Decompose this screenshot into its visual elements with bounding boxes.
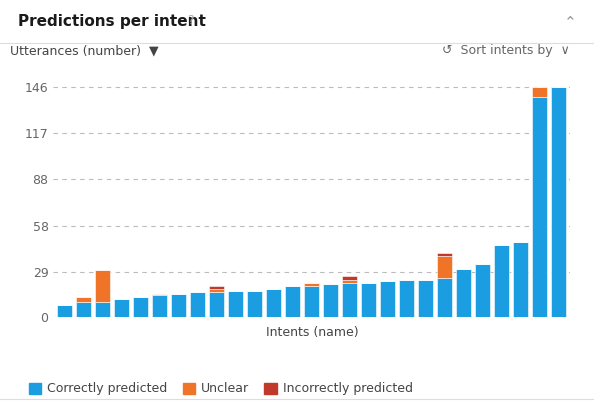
Bar <box>551 88 566 317</box>
Bar <box>96 270 110 302</box>
Bar <box>191 292 206 317</box>
Bar <box>305 286 319 317</box>
Bar <box>210 289 225 292</box>
Bar <box>475 264 490 317</box>
Bar <box>324 284 338 317</box>
Legend: Correctly predicted, Unclear, Incorrectly predicted: Correctly predicted, Unclear, Incorrectl… <box>24 377 418 400</box>
Bar <box>229 291 244 317</box>
Bar <box>267 289 282 317</box>
Text: ⌃: ⌃ <box>564 14 576 29</box>
Bar <box>532 97 547 317</box>
Bar <box>342 283 357 317</box>
Bar <box>437 278 452 317</box>
Bar <box>77 297 91 302</box>
Bar <box>361 283 376 317</box>
Bar <box>134 297 148 317</box>
Bar <box>342 276 357 280</box>
Bar <box>380 281 395 317</box>
Text: ↺  Sort intents by  ∨: ↺ Sort intents by ∨ <box>443 44 570 57</box>
Bar <box>58 305 72 317</box>
Bar <box>172 294 187 317</box>
Text: Utterances (number)  ▼: Utterances (number) ▼ <box>10 44 158 57</box>
Bar <box>399 280 414 317</box>
Bar <box>210 292 225 317</box>
Bar <box>437 253 452 256</box>
Bar <box>342 280 357 283</box>
Bar <box>418 280 433 317</box>
X-axis label: Intents (name): Intents (name) <box>266 326 358 339</box>
Bar <box>494 245 509 317</box>
Bar <box>96 302 110 317</box>
Bar <box>532 88 547 97</box>
Bar <box>210 286 225 289</box>
Bar <box>115 299 129 317</box>
Text: Predictions per intent: Predictions per intent <box>18 14 206 29</box>
Bar <box>456 269 471 317</box>
Bar <box>437 256 452 278</box>
Text: ?: ? <box>187 14 194 27</box>
Bar <box>77 302 91 317</box>
Bar <box>513 242 528 317</box>
Bar <box>286 286 300 317</box>
Bar <box>153 295 168 317</box>
Bar <box>248 291 263 317</box>
Bar <box>305 283 319 286</box>
Bar <box>153 294 168 295</box>
